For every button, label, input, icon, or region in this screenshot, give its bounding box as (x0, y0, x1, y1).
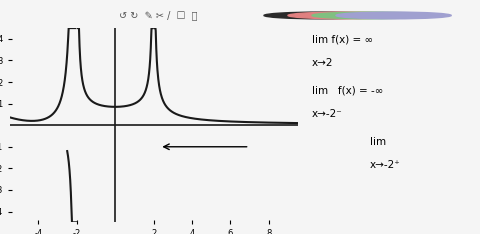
Text: lim: lim (370, 137, 386, 147)
Text: x→2: x→2 (312, 58, 334, 68)
Circle shape (288, 12, 403, 19)
Text: x→-2⁻: x→-2⁻ (312, 109, 343, 119)
Circle shape (336, 12, 451, 19)
Text: lim   f(x) = -∞: lim f(x) = -∞ (312, 86, 384, 96)
Text: lim f(x) = ∞: lim f(x) = ∞ (312, 34, 373, 44)
Circle shape (264, 12, 379, 19)
Circle shape (312, 12, 427, 19)
Text: x→-2⁺: x→-2⁺ (370, 161, 400, 171)
Text: ↺ ↻  ✎ ✂ /  ☐  ⬛: ↺ ↻ ✎ ✂ / ☐ ⬛ (119, 11, 198, 20)
